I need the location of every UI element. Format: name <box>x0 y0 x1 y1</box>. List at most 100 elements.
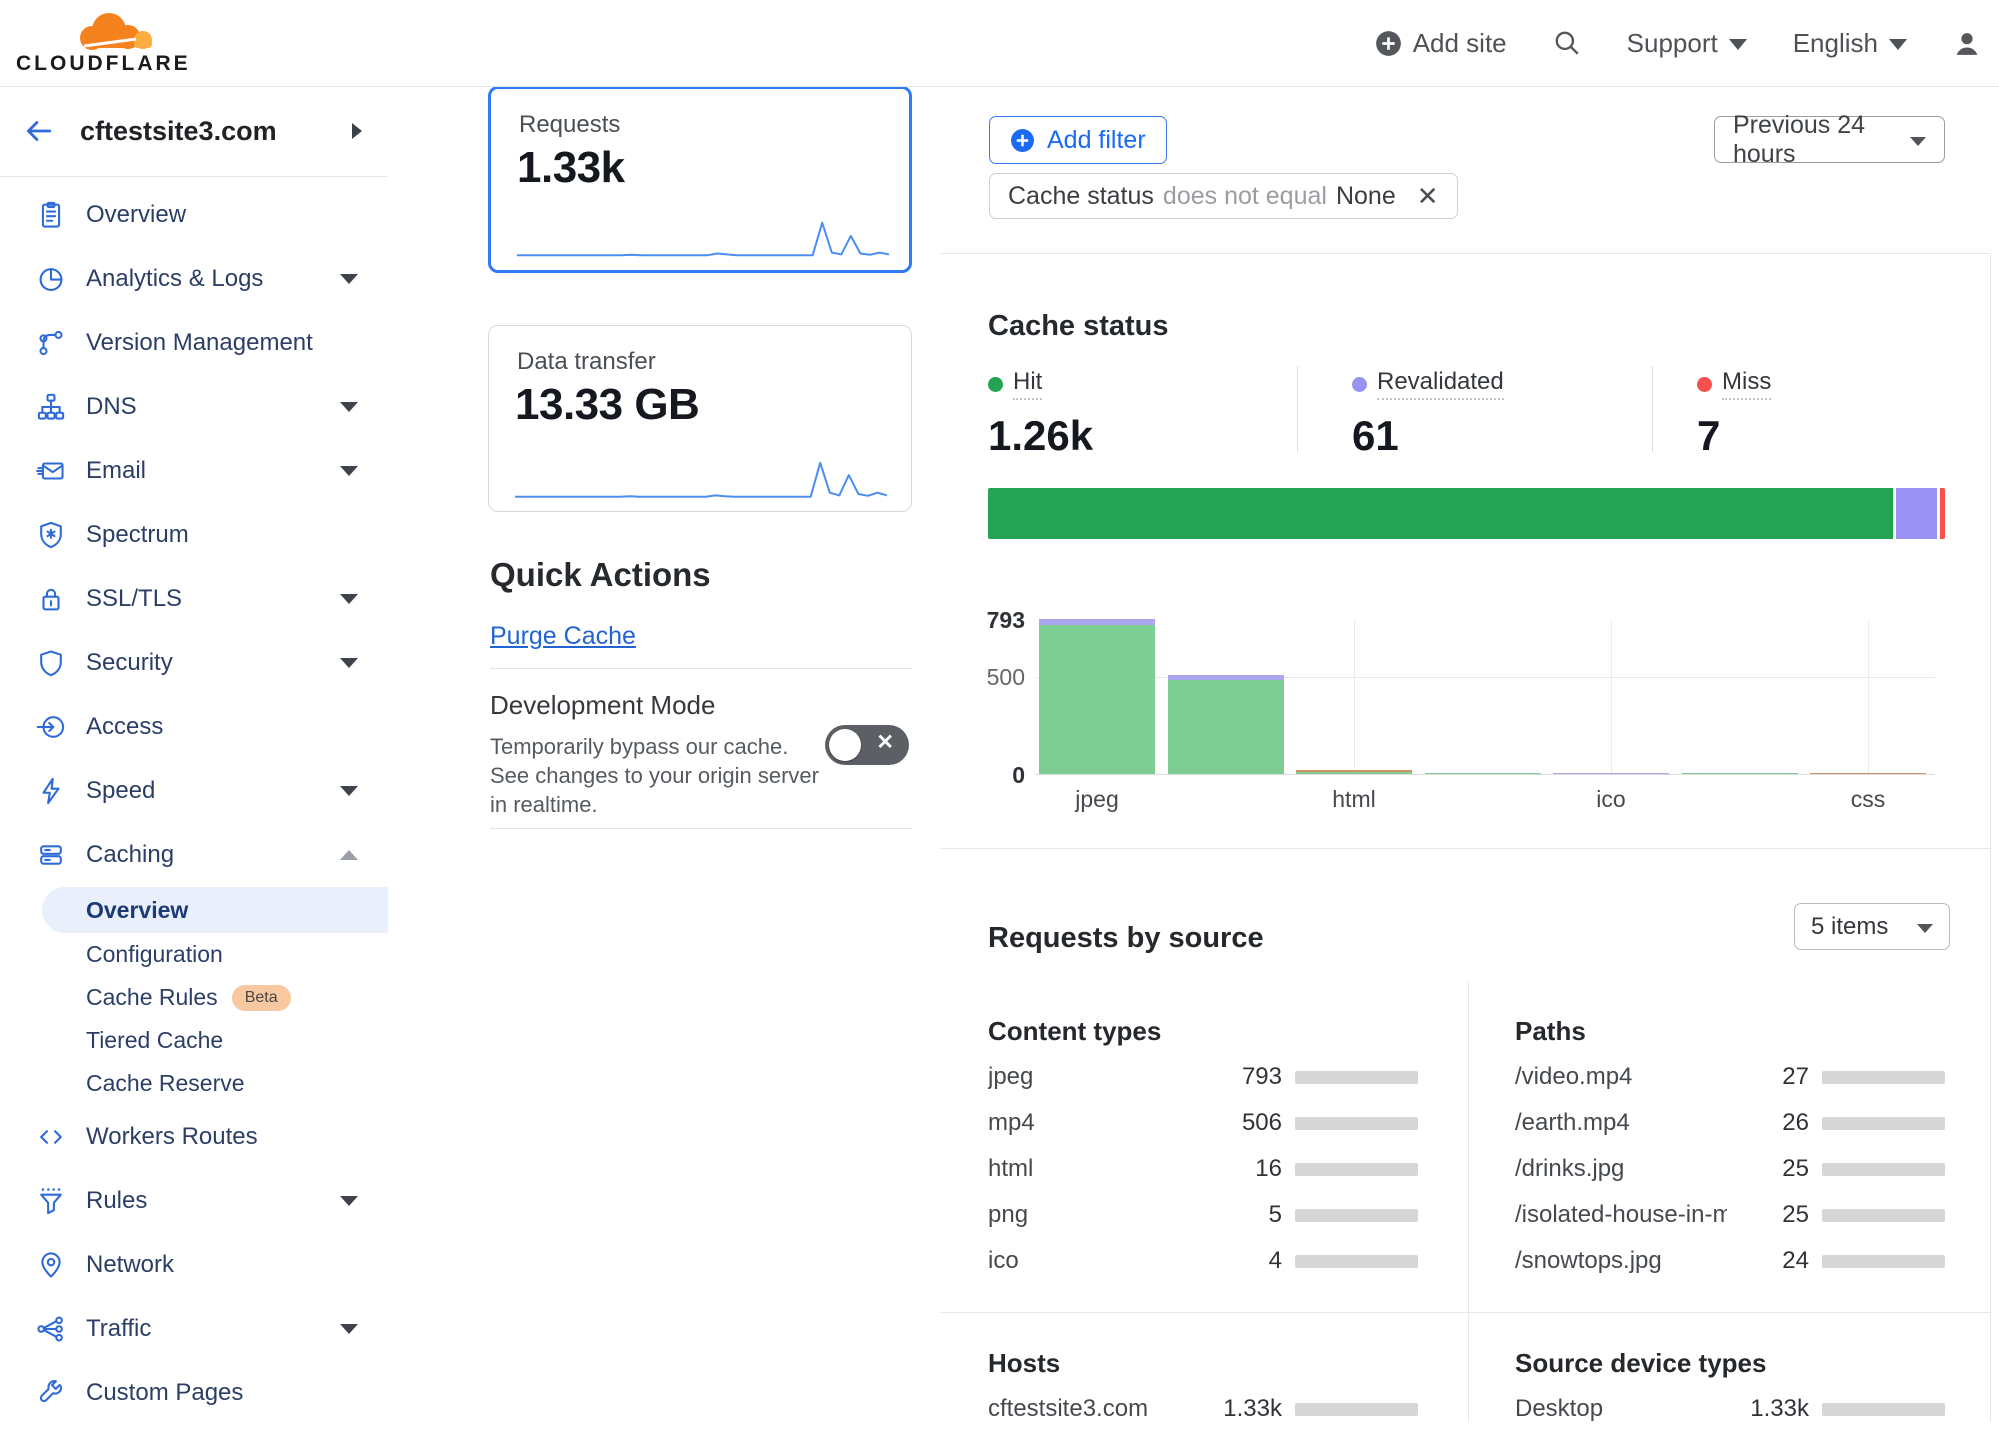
cache-stat-hit: Hit 1.26k <box>988 368 1093 460</box>
stat-divider <box>1297 366 1298 452</box>
sidebar-item-label: Email <box>86 457 147 484</box>
sidebar-item-caching[interactable]: Caching <box>0 823 388 887</box>
divider <box>941 253 1990 254</box>
add-site-button[interactable]: Add site <box>1375 28 1507 59</box>
bar-png <box>1424 773 1541 774</box>
remove-filter-icon[interactable]: ✕ <box>1416 180 1439 211</box>
items-count-select[interactable]: 5 items <box>1794 903 1950 950</box>
sidebar-item-traffic[interactable]: Traffic <box>0 1297 388 1361</box>
cache-stat-legend-miss[interactable]: Miss <box>1697 368 1772 400</box>
x-axis-tick-label: css <box>1850 786 1886 812</box>
sidebar-item-dns[interactable]: DNS <box>0 375 388 439</box>
sidebar-subitem-configuration[interactable]: Configuration <box>0 933 388 976</box>
source-row-snowtops-jpg: /snowtops.jpg 24 <box>1515 1238 1945 1284</box>
support-menu[interactable]: Support <box>1627 28 1747 59</box>
search-button[interactable] <box>1553 29 1581 57</box>
source-value: 1.33k <box>1223 1395 1282 1422</box>
sidebar-item-network[interactable]: Network <box>0 1233 388 1297</box>
sidebar-subitem-overview[interactable]: Overview <box>42 887 388 933</box>
hosts-list: cftestsite3.com 1.33k <box>988 1386 1418 1432</box>
bar-html <box>1296 770 1412 774</box>
content-types-header: Content types <box>988 1016 1162 1046</box>
sidebar-item-speed[interactable]: Speed <box>0 759 388 823</box>
chevron-up-icon <box>340 850 358 860</box>
source-row-earth-mp4: /earth.mp4 26 <box>1515 1100 1945 1146</box>
sidebar-subitem-cache-rules[interactable]: Cache Rules Beta <box>0 976 388 1019</box>
source-label: jpeg <box>988 1063 1034 1090</box>
sidebar-subnav-caching: Overview Configuration Cache Rules Beta Tier… <box>0 887 388 1105</box>
devices-header: Source device types <box>1515 1348 1767 1378</box>
site-switcher-chevron-icon[interactable] <box>352 123 362 139</box>
source-bar-track <box>1295 1162 1418 1176</box>
sidebar-subitem-label: Overview <box>86 896 189 923</box>
purge-cache-link[interactable]: Purge Cache <box>490 622 636 650</box>
source-row-png: png 5 <box>988 1192 1418 1238</box>
cache-stat-legend-revalidated[interactable]: Revalidated <box>1352 368 1504 400</box>
back-arrow-icon[interactable] <box>22 115 54 147</box>
sidebar-subitem-cache-reserve[interactable]: Cache Reserve <box>0 1062 388 1105</box>
sidebar-item-analytics-logs[interactable]: Analytics & Logs <box>0 247 388 311</box>
source-label: ico <box>988 1247 1019 1274</box>
plus-circle-icon <box>1011 128 1034 152</box>
x-axis-line <box>1035 774 1935 775</box>
source-bar-track <box>1822 1070 1945 1084</box>
bar-segment-hit <box>1039 625 1155 774</box>
sidebar-item-version-management[interactable]: Version Management <box>0 311 388 375</box>
data-transfer-sparkline <box>515 461 887 498</box>
quick-actions-title: Quick Actions <box>490 556 711 593</box>
cache-status-bar-chart <box>1035 619 1935 775</box>
sidebar-item-label: Speed <box>86 777 156 804</box>
sidebar-item-security[interactable]: Security <box>0 631 388 695</box>
search-icon <box>1555 31 1579 55</box>
sidebar-subitem-label: Cache Reserve <box>86 1070 245 1096</box>
sidebar-item-ssl-tls[interactable]: SSL/TLS <box>0 567 388 631</box>
sidebar-item-workers-routes[interactable]: Workers Routes <box>0 1105 388 1169</box>
sidebar-subitem-tiered-cache[interactable]: Tiered Cache <box>0 1019 388 1062</box>
y-axis-tick-label: 0 <box>1012 762 1025 788</box>
requests-label: Requests <box>519 111 621 138</box>
brand-wordmark: CLOUDFLARE <box>16 52 191 75</box>
account-menu[interactable] <box>1953 29 1981 57</box>
sidebar-item-access[interactable]: Access <box>0 695 388 759</box>
sidebar-item-spectrum[interactable]: Spectrum <box>0 503 388 567</box>
bar-mp4 <box>1167 675 1284 774</box>
beta-badge: Beta <box>231 984 291 1011</box>
data-transfer-metric-card[interactable]: Data transfer 13.33 GB <box>488 325 912 512</box>
legend-dot-icon <box>988 376 1003 392</box>
development-mode-toggle[interactable]: ✕ <box>825 725 909 765</box>
filter-chip[interactable]: Cache status does not equal None ✕ <box>989 173 1458 219</box>
bar-slot-5 <box>1681 773 1798 774</box>
source-row-cftestsite3-com: cftestsite3.com 1.33k <box>988 1386 1418 1432</box>
bar-segment-expired <box>1810 773 1926 774</box>
source-bar-track <box>1295 1254 1418 1268</box>
toggle-knob <box>829 729 861 761</box>
support-label: Support <box>1626 27 1718 58</box>
stat-label: Revalidated <box>1377 368 1504 400</box>
pie-chart-icon <box>36 264 66 294</box>
add-filter-button[interactable]: Add filter <box>989 116 1167 164</box>
cache-stat-legend-hit[interactable]: Hit <box>988 368 1093 400</box>
cloudflare-cloud-icon <box>80 13 152 50</box>
sidebar-item-overview[interactable]: Overview <box>0 183 388 247</box>
y-axis-tick-label: 500 <box>986 664 1025 691</box>
chevron-down-icon <box>1889 39 1907 50</box>
add-filter-label: Add filter <box>1047 125 1146 154</box>
language-menu[interactable]: English <box>1793 28 1907 59</box>
requests-metric-card[interactable]: Requests 1.33k <box>488 86 912 273</box>
sidebar-subitem-label: Configuration <box>86 941 223 967</box>
top-header: CLOUDFLARE Add site Support English <box>0 0 1999 87</box>
sidebar-item-label: SSL/TLS <box>86 585 183 612</box>
sidebar-nav: Overview Analytics & Logs Version Manageme… <box>0 177 388 1422</box>
filter-operator: does not equal <box>1162 181 1327 210</box>
sidebar-item-custom-pages[interactable]: Custom Pages <box>0 1361 388 1422</box>
time-range-select[interactable]: Previous 24 hours <box>1714 111 1945 168</box>
sidebar-item-rules[interactable]: Rules <box>0 1169 388 1233</box>
divider <box>941 848 1990 849</box>
source-value: 25 <box>1782 1155 1809 1182</box>
source-bar-track <box>1822 1402 1945 1416</box>
bar-jpeg <box>1039 619 1155 774</box>
source-value: 27 <box>1782 1063 1809 1090</box>
legend-dot-icon <box>1697 376 1712 392</box>
sidebar-item-email[interactable]: Email <box>0 439 388 503</box>
shield-icon <box>36 648 66 678</box>
